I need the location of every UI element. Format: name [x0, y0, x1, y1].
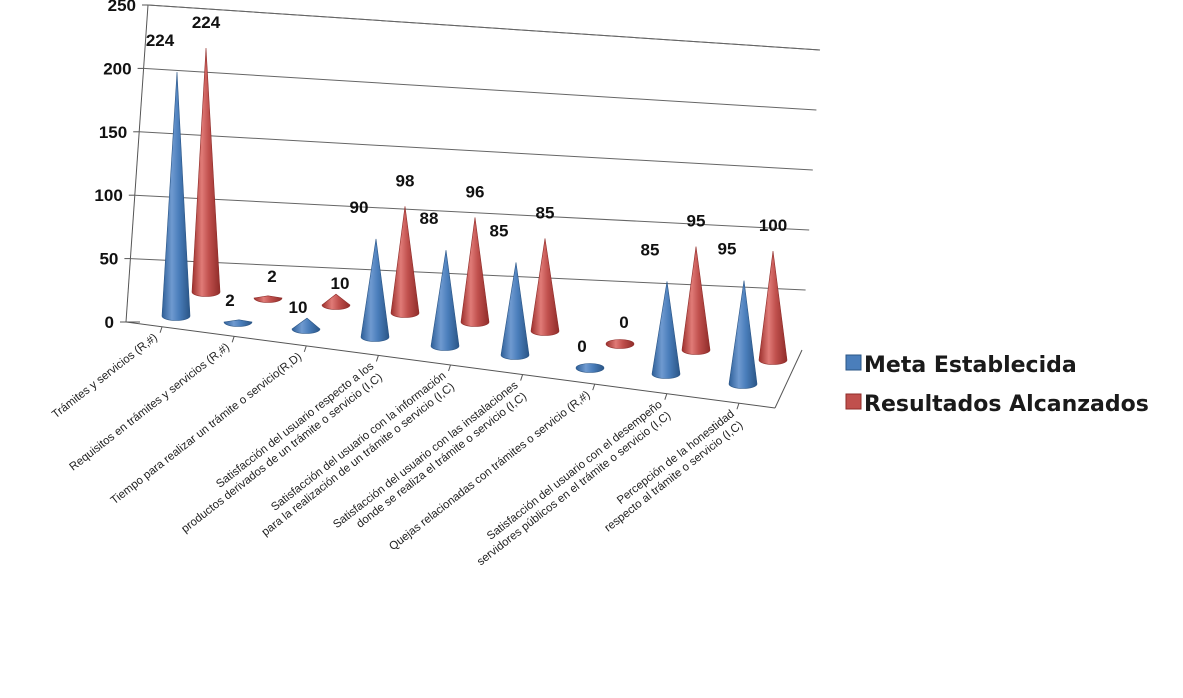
- y-tick-label: 50: [99, 250, 118, 269]
- cone-body: [191, 47, 221, 297]
- cone-base: [605, 339, 635, 349]
- cone-body: [530, 238, 560, 336]
- cone-body: [360, 238, 390, 342]
- gridline: [134, 194, 810, 231]
- gridline: [147, 4, 821, 51]
- data-label-resultados: 95: [687, 212, 706, 231]
- legend-swatch-meta: [845, 354, 862, 371]
- cone-body: [681, 246, 711, 355]
- x-tick-mark: [159, 326, 163, 333]
- x-tick-mark: [375, 355, 379, 362]
- gridline: [143, 67, 817, 111]
- legend-label-meta: Meta Establecida: [864, 353, 1077, 378]
- cone-resultados: [253, 295, 283, 303]
- data-label-meta: 0: [577, 337, 586, 356]
- cone-body: [321, 293, 351, 310]
- legend-item-resultados: Resultados Alcanzados: [845, 392, 1149, 417]
- cone-meta: [223, 319, 253, 327]
- cone-body: [291, 317, 321, 334]
- category-labels: Trámites y servicios (R,#)Requisitos en …: [50, 332, 745, 569]
- x-tick-mark: [592, 383, 596, 391]
- cone-body: [390, 206, 420, 318]
- cone-resultados: [605, 339, 635, 349]
- back-wall-left-edge: [125, 4, 149, 323]
- x-tick-mark: [736, 403, 740, 410]
- x-tick-mark: [520, 374, 524, 381]
- data-label-meta: 85: [641, 240, 660, 259]
- x-axis-ticks: [159, 326, 740, 410]
- cone-resultados: [530, 238, 560, 336]
- legend-label-resultados: Resultados Alcanzados: [864, 392, 1149, 417]
- floor-right-edge: [774, 349, 803, 409]
- data-label-resultados: 2: [267, 267, 276, 286]
- x-tick-mark: [303, 345, 307, 353]
- data-label-meta: 85: [490, 221, 509, 240]
- cone-meta: [500, 262, 530, 360]
- data-label-resultados: 85: [536, 203, 555, 222]
- cone-body: [651, 281, 681, 379]
- category-label: Requisitos en trámites y servicios (R,#): [67, 341, 232, 473]
- cone-meta: [291, 317, 321, 334]
- cone-meta: [360, 238, 390, 342]
- cone-meta: [575, 363, 605, 373]
- legend: Meta Establecida Resultados Alcanzados: [845, 353, 1149, 417]
- cone-body: [758, 251, 788, 365]
- x-tick-mark: [664, 393, 668, 400]
- cone-resultados: [758, 251, 788, 365]
- y-tick-label: 150: [99, 123, 127, 142]
- category-label: Tiempo para realizar un trámite o servic…: [109, 351, 305, 507]
- data-label-meta: 90: [350, 198, 369, 217]
- x-tick-mark: [448, 364, 451, 372]
- data-label-resultados: 224: [192, 13, 221, 32]
- data-labels: 224 224 2 2 10 10 98 90 96 88 85 85 0 0 95 85 100 95: [146, 13, 787, 356]
- cone-resultados: [460, 217, 490, 327]
- x-tick-mark: [231, 336, 235, 343]
- legend-item-meta: Meta Establecida: [845, 353, 1077, 378]
- cone-resultados: [191, 47, 221, 297]
- cone-body: [253, 295, 283, 303]
- cone-body: [161, 71, 191, 321]
- data-label-meta: 2: [225, 291, 234, 310]
- cone-body: [223, 319, 253, 327]
- data-label-resultados: 100: [759, 216, 787, 235]
- cone-meta: [430, 250, 460, 351]
- cone-body: [460, 217, 490, 327]
- cone-body: [728, 280, 758, 389]
- data-label-resultados: 98: [396, 171, 415, 190]
- cone-meta: [651, 281, 681, 379]
- cone-meta: [161, 71, 191, 321]
- data-label-resultados: 10: [331, 274, 350, 293]
- cone-meta: [728, 280, 758, 389]
- y-tick-label: 250: [108, 0, 136, 15]
- cone-body: [430, 250, 460, 351]
- y-tick-label: 100: [94, 186, 122, 205]
- data-label-meta: 88: [420, 209, 439, 228]
- cone-resultados: [390, 206, 420, 318]
- data-label-meta: 10: [289, 298, 308, 317]
- y-tick-label: 200: [103, 59, 131, 78]
- legend-swatch-resultados: [845, 393, 862, 410]
- data-label-resultados: 96: [466, 182, 485, 201]
- cone-body: [500, 262, 530, 360]
- cone-series: [161, 47, 788, 389]
- cone-base: [575, 363, 605, 373]
- cone-resultados: [681, 246, 711, 355]
- data-label-meta: 95: [718, 240, 737, 259]
- data-label-resultados: 0: [619, 313, 628, 332]
- plot-walls: [125, 4, 821, 409]
- data-label-meta: 224: [146, 31, 175, 50]
- y-axis: 0 50 100 150 200 250: [94, 0, 148, 332]
- category-label: Percepción de la honestidadrespecto al t…: [594, 408, 746, 534]
- cone-resultados: [321, 293, 351, 310]
- y-tick-label: 0: [105, 313, 114, 332]
- gridline: [139, 131, 813, 171]
